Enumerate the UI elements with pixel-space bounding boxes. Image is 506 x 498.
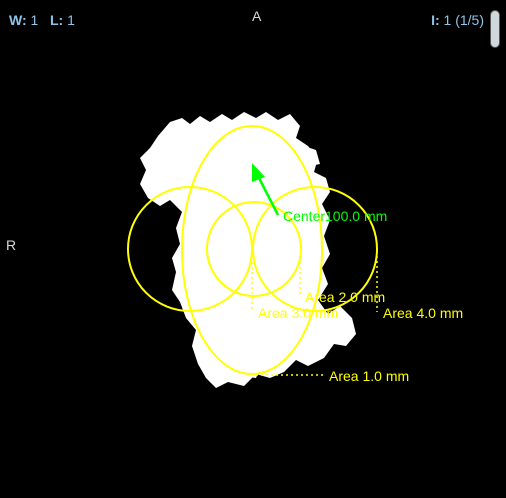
area-label-1[interactable]: Area 1.0 mm xyxy=(329,368,409,384)
arrow-annotation[interactable] xyxy=(252,163,280,216)
image-scrollbar[interactable] xyxy=(490,10,500,48)
area-label-4[interactable]: Area 4.0 mm xyxy=(383,305,463,321)
image-blob xyxy=(140,112,356,388)
roi-circle-right[interactable] xyxy=(252,186,378,312)
area-label-2[interactable]: Area 2.0 mm xyxy=(305,289,385,305)
orientation-top-marker: A xyxy=(252,8,262,24)
image-index-info: I: 1 (1/5) xyxy=(431,12,484,28)
arrow-label[interactable]: Center100.0 mm xyxy=(283,208,387,224)
image-value: 1 (1/5) xyxy=(443,12,484,28)
roi-circle-center[interactable] xyxy=(206,201,302,297)
arrowhead-icon xyxy=(252,163,265,182)
roi-group[interactable] xyxy=(127,125,378,375)
leader-lines xyxy=(251,256,378,376)
roi-ellipse-large[interactable] xyxy=(181,125,323,375)
window-label: W: xyxy=(9,12,27,28)
window-value: 1 xyxy=(30,12,39,28)
level-value: 1 xyxy=(67,12,75,28)
level-label: L: xyxy=(49,12,64,28)
image-label: I: xyxy=(431,12,440,28)
area-label-3[interactable]: Area 3.0 mm xyxy=(258,305,338,321)
window-level-info: W: 1 L: 1 xyxy=(9,12,75,28)
orientation-left-marker: R xyxy=(6,237,17,253)
